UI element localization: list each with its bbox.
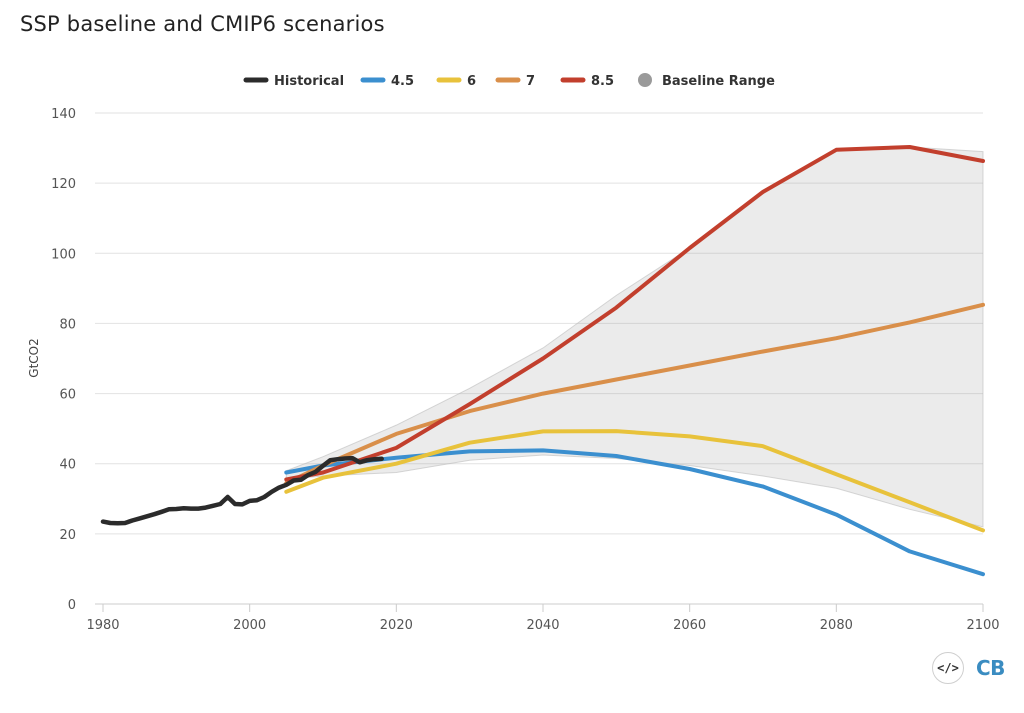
legend-label-4-5: 4.5 — [391, 74, 414, 89]
x-tick-label-2080: 2080 — [820, 618, 853, 633]
legend-item-7[interactable]: 7 — [495, 74, 535, 89]
y-tick-label-0: 0 — [68, 598, 76, 613]
x-tick-label-2020: 2020 — [380, 618, 413, 633]
y-tick-label-20: 20 — [59, 528, 76, 543]
legend-label-7: 7 — [526, 74, 535, 89]
x-tick-label-1980: 1980 — [86, 618, 119, 633]
y-tick-label-40: 40 — [59, 458, 76, 473]
x-tick-label-2000: 2000 — [233, 618, 266, 633]
baseline-range-area[interactable] — [285, 146, 984, 528]
series-line-7[interactable] — [284, 302, 985, 485]
grid-layer — [95, 112, 983, 605]
x-tick-label-2060: 2060 — [673, 618, 706, 633]
legend-item-8-5[interactable]: 8.5 — [560, 74, 614, 89]
series-line-8-5[interactable] — [284, 145, 985, 482]
legend-item-baseline-range[interactable]: Baseline Range — [638, 73, 775, 89]
chart-title: SSP baseline and CMIP6 scenarios — [20, 12, 385, 36]
y-tick-label-60: 60 — [59, 388, 76, 403]
legend-label-historical: Historical — [274, 74, 344, 89]
legend-label-8-5: 8.5 — [591, 74, 614, 89]
series-line-6[interactable] — [284, 429, 985, 533]
carbon-brief-logo[interactable]: CB — [976, 656, 1005, 680]
y-tick-label-120: 120 — [51, 177, 76, 192]
legend[interactable]: Historical 4.5 6 7 8.5 Baseline Range — [243, 73, 775, 89]
legend-item-historical[interactable]: Historical — [243, 74, 344, 89]
x-tick-label-2100: 2100 — [966, 618, 999, 633]
legend-marker-baseline-range — [638, 73, 652, 87]
y-tick-label-140: 140 — [51, 107, 76, 122]
legend-item-6[interactable]: 6 — [436, 74, 476, 89]
embed-code-button[interactable]: </> — [932, 652, 964, 684]
legend-item-4-5[interactable]: 4.5 — [360, 74, 414, 89]
legend-label-6: 6 — [467, 74, 476, 89]
series-line-historical[interactable] — [100, 455, 384, 526]
y-tick-label-100: 100 — [51, 247, 76, 262]
x-tick-label-2040: 2040 — [526, 618, 559, 633]
legend-label-baseline-range: Baseline Range — [662, 74, 775, 89]
y-axis-title: GtCO2 — [27, 338, 41, 377]
y-tick-label-80: 80 — [59, 317, 76, 332]
baseline-range-band-layer — [285, 146, 984, 528]
series-layer — [100, 145, 985, 577]
